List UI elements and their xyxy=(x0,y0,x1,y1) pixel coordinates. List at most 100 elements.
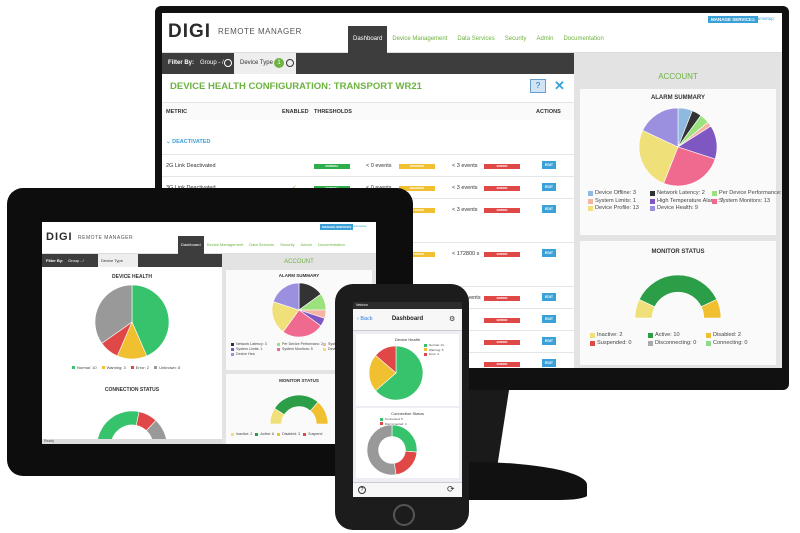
pie-slice-normal[interactable] xyxy=(375,345,424,401)
legend-swatch xyxy=(650,198,655,204)
legend-item: Suspended: 0 xyxy=(590,340,648,348)
tablet-alarm-summary-title: ALARM SUMMARY xyxy=(278,273,320,278)
tablet-tab-data-services[interactable]: Data Services xyxy=(249,242,275,247)
metric-cell: 2G Link Deactivated xyxy=(166,163,216,169)
group-filter[interactable]: Group - / xyxy=(200,60,224,66)
tablet-manage-services-button[interactable]: MANAGE SERVICES xyxy=(320,224,354,230)
legend-label: Error: 2 xyxy=(135,365,150,370)
question-icon[interactable]: ? xyxy=(530,79,546,93)
pie-slice-system-monitors[interactable] xyxy=(282,309,322,338)
gauge-segment-active[interactable] xyxy=(638,274,718,308)
legend-label: Warning: 3 xyxy=(106,365,126,370)
tab-documentation[interactable]: Documentation xyxy=(563,36,604,42)
threshold-warning-bar[interactable]: WARNING xyxy=(399,164,435,169)
main-nav: Dashboard Device Management Data Service… xyxy=(348,26,609,53)
chevron-down-icon: ⌄ xyxy=(166,139,173,145)
legend-label: Disabled: 2 xyxy=(713,332,741,338)
gear-icon[interactable]: ⚙ xyxy=(449,316,456,323)
group-filter-icon[interactable] xyxy=(224,59,232,67)
threshold-error-bar[interactable]: ERROR xyxy=(484,340,520,345)
column-header-enabled: ENABLED xyxy=(282,109,309,115)
legend-item: Network Latency: 2 xyxy=(650,190,712,198)
legend-item: Warning: 5 xyxy=(424,348,458,353)
phone-home-button[interactable] xyxy=(393,504,415,526)
column-header-metric: METRIC xyxy=(166,109,188,115)
pie-slice-device-hea[interactable] xyxy=(272,282,300,311)
legend-swatch xyxy=(424,343,427,347)
legend-swatch xyxy=(101,366,105,369)
alarm-summary-title: ALARM SUMMARY xyxy=(650,95,706,101)
close-icon[interactable]: ✕ xyxy=(554,78,565,93)
tab-security[interactable]: Security xyxy=(504,36,527,42)
tablet-connection-status-gauge xyxy=(96,410,168,444)
device-type-filter[interactable]: Device Type 1 xyxy=(234,53,296,74)
pie-slice-error[interactable] xyxy=(375,345,397,374)
threshold-warning-bar[interactable]: WARNING xyxy=(399,252,435,257)
tablet-tab-documentation[interactable]: Documentation xyxy=(317,242,345,247)
manage-services-button[interactable]: MANAGE SERVICES xyxy=(708,16,758,23)
table-row: 2G Link Deactivated < 0 events < 3 events N… xyxy=(162,154,574,176)
tab-data-services[interactable]: Data Services xyxy=(457,36,495,42)
tablet-monitor-status-gauge xyxy=(269,394,329,425)
tablet-device-card: DEVICE HEALTH Normal: 10 Warning: 3 Error:… xyxy=(42,267,222,444)
gauge-segment-disabled[interactable] xyxy=(700,298,722,319)
threshold-normal-bar[interactable]: NORMAL xyxy=(314,164,350,169)
edit-button[interactable]: EDIT xyxy=(542,337,556,345)
pie-slice-unknown[interactable] xyxy=(94,284,133,344)
edit-button[interactable]: EDIT xyxy=(542,315,556,323)
product-name: REMOTE MANAGER xyxy=(218,27,302,36)
tab-dashboard[interactable]: Dashboard xyxy=(348,26,388,53)
tablet-tab-dashboard[interactable]: Dashboard xyxy=(178,236,204,254)
threshold-warning-bar[interactable]: WARNING xyxy=(399,186,435,191)
threshold-warning-bar[interactable]: WARNING xyxy=(399,208,435,213)
pie-slice-system-monitors[interactable] xyxy=(663,146,716,187)
edit-button[interactable]: EDIT xyxy=(542,183,556,191)
section-deactivated[interactable]: ⌄ DEACTIVATED xyxy=(166,139,211,145)
pie-slice-normal[interactable] xyxy=(131,284,170,357)
legend-label: Device Hea xyxy=(236,352,255,356)
tablet-tab-device-management[interactable]: Device Management xyxy=(206,242,244,247)
pie-slice-warning[interactable] xyxy=(368,354,397,392)
tablet-tab-security[interactable]: Security xyxy=(280,242,295,247)
threshold-error-bar[interactable]: ERROR xyxy=(484,186,520,191)
edit-button[interactable]: EDIT xyxy=(542,359,556,367)
tablet-group-filter[interactable]: Group - / xyxy=(68,258,84,263)
threshold-error-bar[interactable]: ERROR xyxy=(484,318,520,323)
user-menu[interactable]: dreamsetup xyxy=(750,16,774,21)
gauge-segment-never-connected[interactable] xyxy=(145,419,168,444)
edit-button[interactable]: EDIT xyxy=(542,161,556,169)
legend-label: Disconnected: 4 xyxy=(385,421,407,426)
edit-button[interactable]: EDIT xyxy=(542,249,556,257)
tablet-digi-logo: DIGI xyxy=(46,231,73,243)
legend-label: Connecting: 0 xyxy=(713,339,748,346)
tablet-product-name: REMOTE MANAGER xyxy=(78,235,134,241)
threshold-error-bar[interactable]: ERROR xyxy=(484,252,520,257)
config-panel-title: DEVICE HEALTH CONFIGURATION: TRANSPORT W… xyxy=(170,81,422,92)
alarm-summary-legend: Device Offline: 3 Network Latency: 2 Per D… xyxy=(588,190,782,213)
threshold-error-bar[interactable]: ERROR xyxy=(484,362,520,367)
tab-admin[interactable]: Admin xyxy=(536,36,554,42)
edit-button[interactable]: EDIT xyxy=(542,293,556,301)
edit-button[interactable]: EDIT xyxy=(542,205,556,213)
legend-swatch xyxy=(323,348,326,351)
refresh-icon[interactable]: ⟳ xyxy=(447,484,455,494)
threshold-error-bar[interactable]: ERROR xyxy=(484,296,520,301)
tablet-user-menu[interactable]: dreamsetup xyxy=(351,224,367,228)
threshold-error-bar[interactable]: ERROR xyxy=(484,164,520,169)
legend-item: Normal: 10 xyxy=(72,365,97,370)
legend-label: System Limits: 1 xyxy=(236,347,263,351)
legend-swatch xyxy=(648,340,653,346)
tablet-monitor-status-legend: Inactive: 2 Active: 6 Disabled: 3 Suspend xyxy=(231,432,372,436)
device-type-filter-icon[interactable] xyxy=(286,59,294,67)
tab-device-management[interactable]: Device Management xyxy=(392,36,448,42)
pie-slice-device-health[interactable] xyxy=(642,107,679,148)
phone-back-button[interactable]: ‹ Back xyxy=(357,316,373,322)
pie-slice-device-profile[interactable] xyxy=(638,129,679,184)
threshold-error-bar[interactable]: ERROR xyxy=(484,208,520,213)
legend-swatch xyxy=(590,340,595,346)
help-icon[interactable]: ? xyxy=(358,486,366,494)
legend-label: Warning: 5 xyxy=(429,347,444,352)
tablet-tab-admin[interactable]: Admin xyxy=(300,242,312,247)
gauge-segment-disabled[interactable] xyxy=(309,401,329,425)
tablet-device-type-filter[interactable]: Device Type xyxy=(98,254,138,267)
